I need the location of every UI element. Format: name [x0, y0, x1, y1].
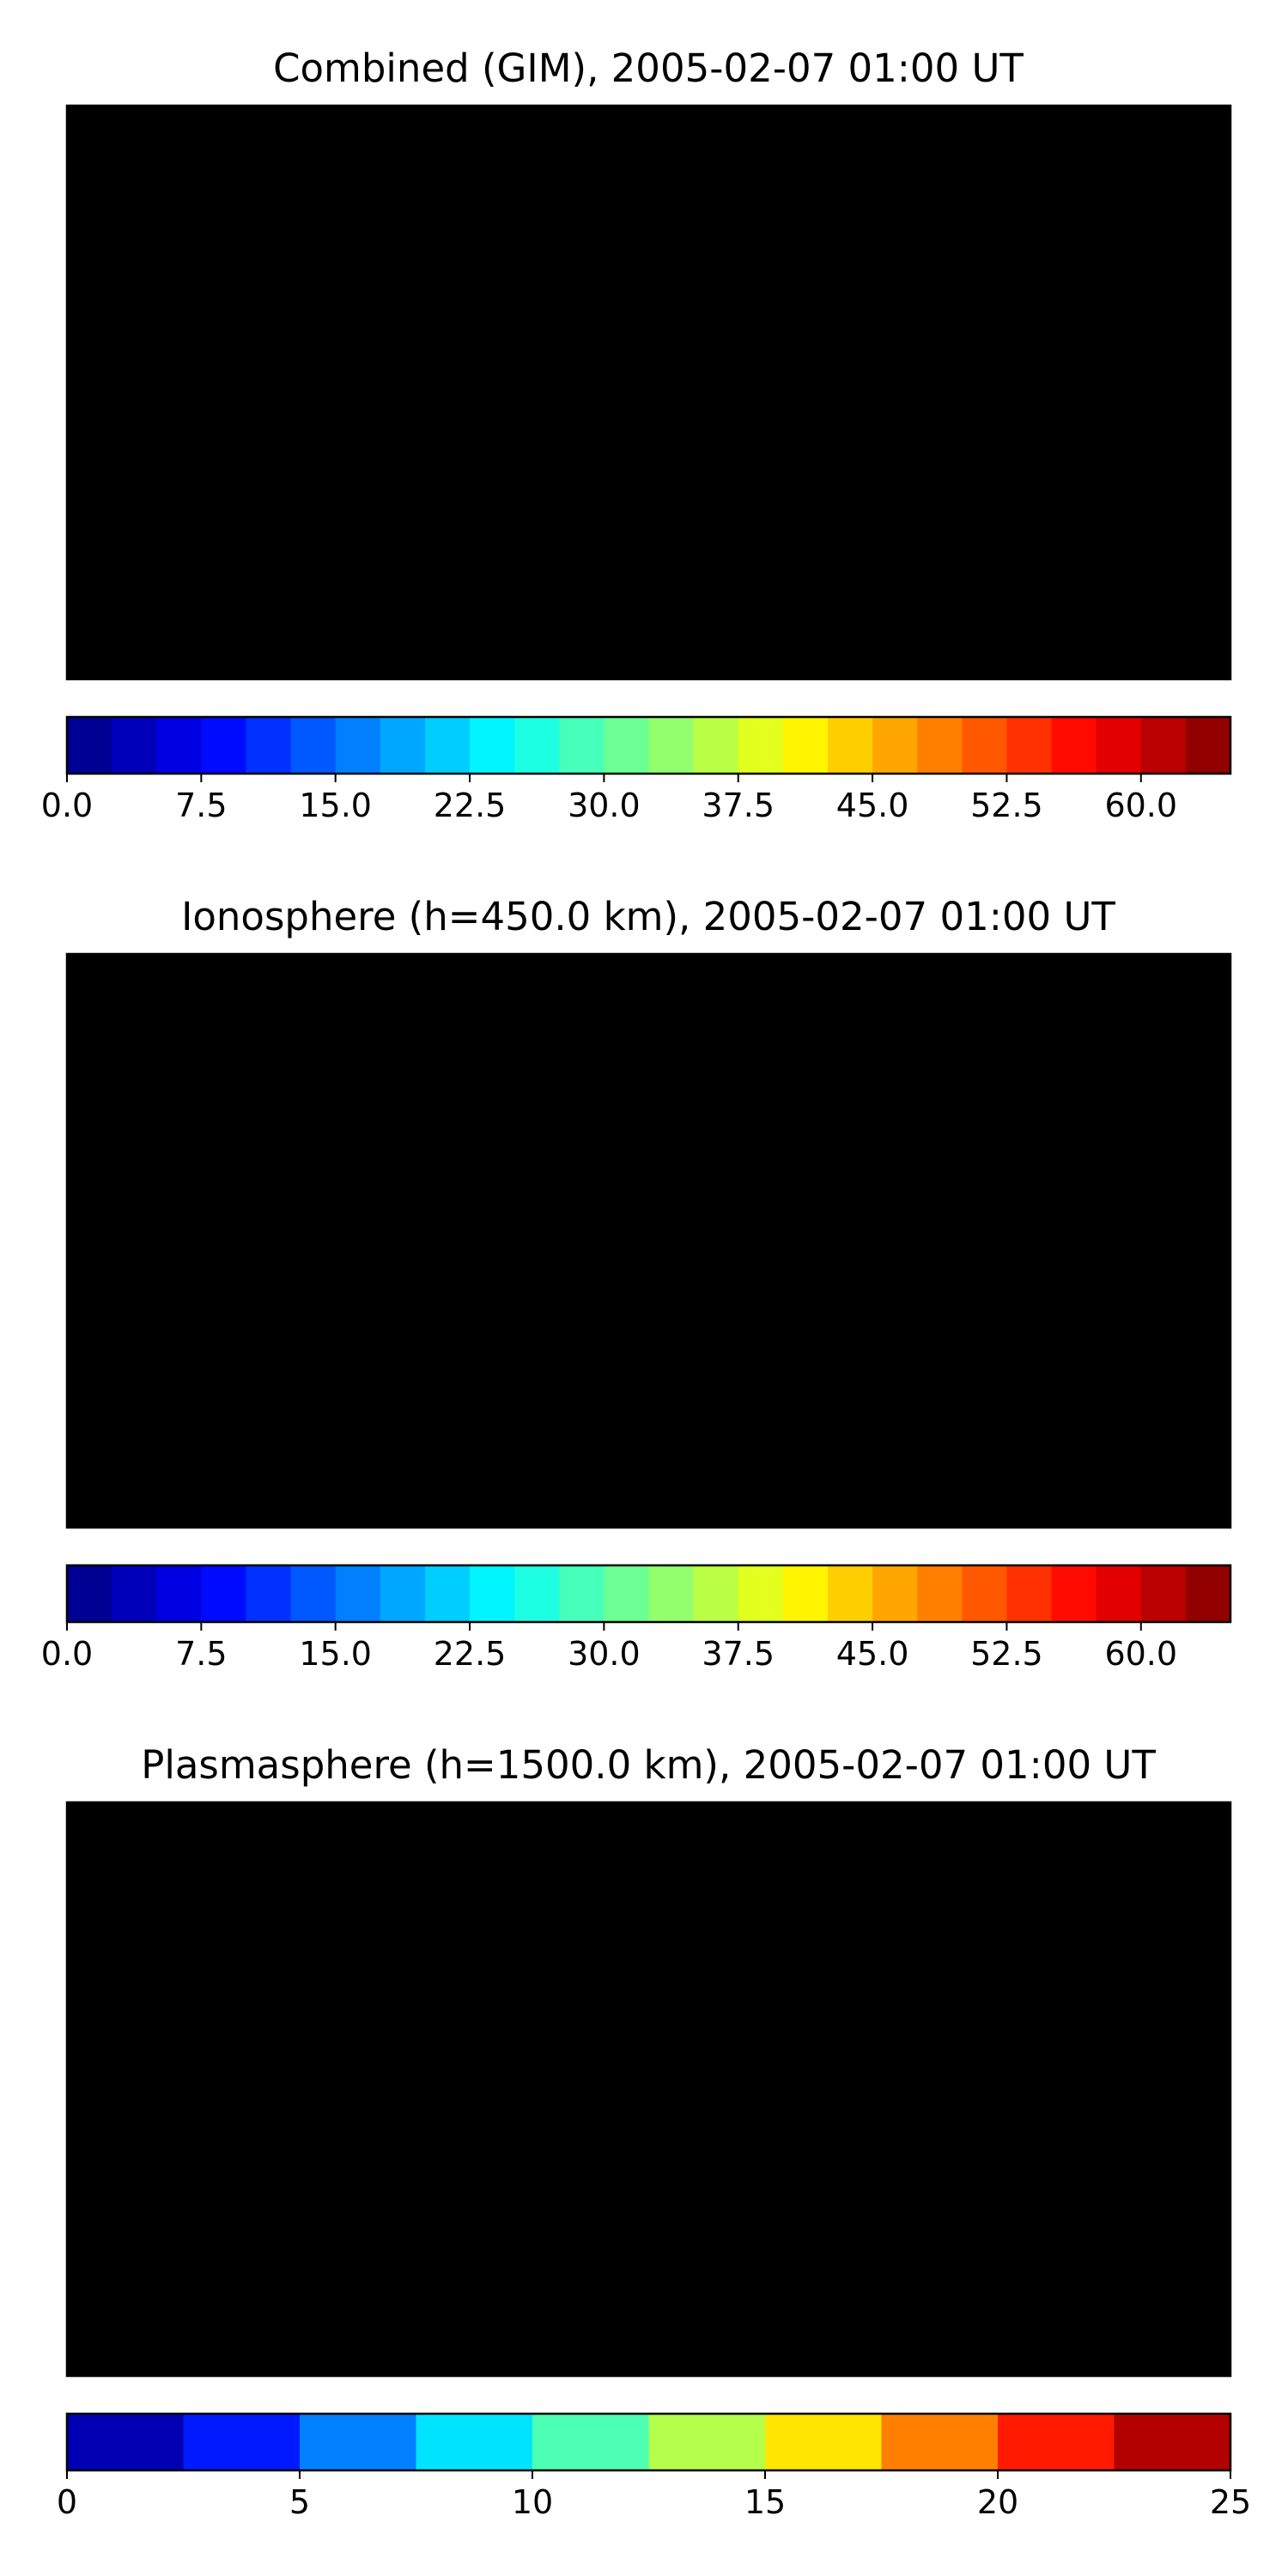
colorbar-band	[67, 717, 112, 774]
colorbar-band	[1185, 717, 1231, 774]
colorbar-band	[1006, 717, 1053, 774]
colorbar-tick-label: 15.0	[299, 787, 372, 824]
colorbar-band	[424, 717, 471, 774]
colorbar-band	[1096, 717, 1142, 774]
colorbar-band	[559, 717, 605, 774]
coastline-outline	[183, 140, 1230, 619]
colorbar-band	[112, 717, 157, 774]
map-frame	[65, 104, 1232, 681]
panel-title: Combined (GIM), 2005-02-07 01:00 UT	[273, 46, 1024, 91]
colorbar-tick-label: 37.5	[702, 787, 775, 824]
colorbar-tick-label: 0.0	[41, 787, 93, 824]
colorbar-band	[872, 717, 918, 774]
colorbar-tick-label: 30.0	[568, 787, 641, 824]
colorbar-tick-label: 7.5	[175, 787, 227, 824]
colorbar-band	[470, 717, 515, 774]
colorbar-band	[335, 717, 381, 774]
colorbar-band	[246, 717, 292, 774]
colorbar-band	[514, 717, 560, 774]
colorbar-tick-label: 45.0	[836, 787, 909, 824]
colorbar-band	[290, 717, 337, 774]
colorbar-band	[604, 717, 650, 774]
panel-ionosphere: Ionosphere (h=450.0 km), 2005-02-07 01:0…	[41, 894, 1232, 1673]
colorbar-band	[156, 717, 202, 774]
colorbar-tick-label: 60.0	[1104, 787, 1177, 824]
colorbar-band	[201, 717, 247, 774]
colorbar-frame	[65, 715, 1232, 775]
panel-title: Ionosphere (h=450.0 km), 2005-02-07 01:0…	[181, 894, 1115, 939]
colorbar-band	[827, 717, 873, 774]
colorbar-tick-label: 52.5	[970, 787, 1043, 824]
colorbar-band	[962, 717, 1008, 774]
colorbar: 0.0 7.5 15.0 22.5 30.0 37.5 45.0 52.5 60.0	[41, 715, 1232, 824]
colorbar-band	[380, 717, 426, 774]
colorbar-band	[648, 717, 695, 774]
colorbar-tick-label: 22.5	[434, 787, 507, 824]
colorbar-band	[1051, 717, 1097, 774]
colorbar-band	[917, 717, 963, 774]
panel-combined-gim: Combined (GIM), 2005-02-07 01:00 UT 0.0 7…	[41, 46, 1232, 824]
coastlines	[183, 140, 1230, 619]
colorbar-band	[738, 717, 784, 774]
colorbar-band	[782, 717, 829, 774]
colorbar-band	[693, 717, 739, 774]
colorbar-band	[1140, 717, 1187, 774]
